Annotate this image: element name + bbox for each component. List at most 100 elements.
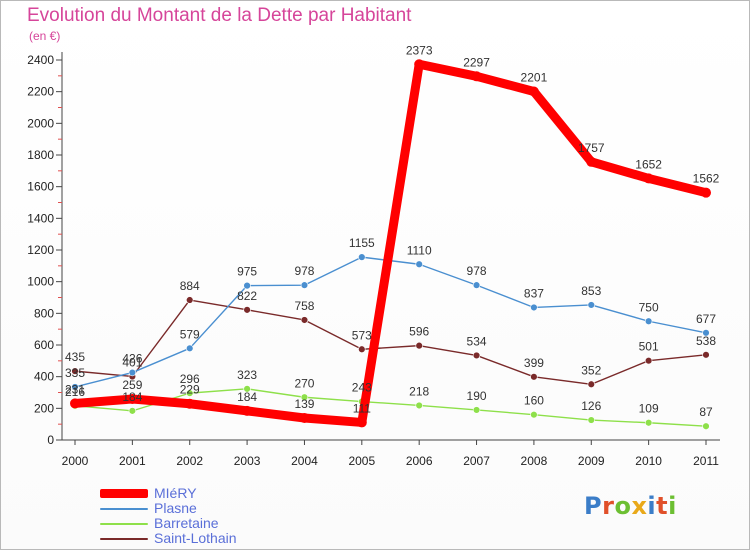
- data-point: [701, 187, 711, 198]
- data-point: [128, 368, 137, 377]
- x-tick-label: 2001: [119, 454, 146, 468]
- data-point: [186, 344, 194, 353]
- data-label: 2201: [521, 71, 548, 85]
- data-label: 243: [352, 381, 372, 395]
- y-tick-label: 2400: [27, 53, 54, 67]
- data-point: [128, 407, 137, 415]
- data-point: [702, 329, 710, 337]
- data-label: 1562: [693, 172, 720, 186]
- data-point: [472, 406, 481, 414]
- data-point: [644, 317, 653, 325]
- proxiti-logo: Proxiti: [584, 492, 677, 520]
- logo-letter: i: [647, 492, 657, 520]
- data-label: 884: [180, 279, 200, 293]
- x-tick-label: 2010: [635, 454, 662, 468]
- data-label: 1652: [635, 157, 662, 171]
- data-point: [184, 398, 195, 409]
- data-point: [530, 410, 538, 419]
- data-label: 435: [65, 350, 85, 364]
- data-point: [587, 301, 595, 309]
- data-label: 975: [237, 265, 257, 279]
- data-point: [528, 86, 539, 97]
- data-label: 323: [237, 368, 257, 382]
- series-line: [74, 388, 707, 427]
- x-tick-label: 2009: [578, 454, 605, 468]
- data-label: 111: [353, 401, 372, 415]
- chart-title: Evolution du Montant de la Dette par Hab…: [27, 5, 412, 26]
- legend-swatch: [100, 523, 148, 525]
- legend-label: Plasne: [154, 500, 197, 516]
- data-point: [471, 71, 482, 82]
- data-label: 126: [581, 399, 601, 413]
- data-point: [530, 373, 538, 381]
- data-point: [702, 351, 710, 359]
- data-point: [644, 419, 653, 427]
- legend-label: MIéRY: [154, 485, 197, 501]
- data-point: [414, 59, 425, 70]
- logo-letter: o: [614, 492, 632, 520]
- x-tick-label: 2006: [406, 454, 433, 468]
- data-label: 160: [524, 394, 544, 408]
- x-tick-label: 2007: [463, 454, 490, 468]
- x-tick-label: 2004: [291, 454, 318, 468]
- logo-letter: i: [668, 492, 677, 520]
- data-label: 184: [237, 390, 257, 404]
- data-label: 837: [524, 286, 544, 300]
- data-label: 1757: [578, 141, 605, 155]
- data-point: [300, 316, 309, 324]
- data-point: [358, 345, 366, 353]
- y-tick-label: 600: [34, 338, 54, 352]
- data-label: 216: [65, 385, 85, 399]
- legend-swatch: [100, 538, 148, 540]
- data-label: 259: [122, 378, 142, 392]
- y-tick-label: 1800: [27, 148, 54, 162]
- data-label: 335: [65, 366, 85, 380]
- data-point: [415, 260, 423, 268]
- data-label: 677: [696, 312, 716, 326]
- data-label: 2373: [406, 43, 433, 57]
- data-point: [186, 389, 194, 397]
- data-point: [587, 416, 595, 424]
- data-label: 231: [65, 382, 85, 396]
- series-line: [74, 256, 707, 388]
- data-label: 750: [639, 300, 659, 314]
- data-label: 501: [639, 340, 659, 354]
- data-point: [243, 306, 251, 314]
- data-label: 978: [294, 264, 314, 278]
- logo-letter: r: [602, 492, 615, 520]
- legend-swatch: [100, 489, 148, 498]
- data-label: 190: [467, 389, 487, 403]
- y-tick-label: 2200: [27, 85, 54, 99]
- y-tick-label: 200: [34, 401, 54, 415]
- data-label: 218: [409, 384, 429, 398]
- chart-subtitle: (en €): [29, 29, 61, 43]
- data-point: [358, 253, 366, 261]
- data-label: 538: [696, 334, 716, 348]
- data-label: 579: [180, 327, 200, 341]
- legend-label: Saint-Lothain: [154, 530, 237, 546]
- data-point: [530, 303, 538, 312]
- data-label: 401: [122, 356, 142, 370]
- data-point: [472, 351, 481, 360]
- data-label: 229: [180, 383, 200, 397]
- y-tick-label: 1600: [27, 180, 54, 194]
- data-point: [300, 281, 309, 289]
- x-tick-label: 2003: [234, 454, 261, 468]
- data-label: 184: [122, 390, 142, 404]
- x-tick-label: 2008: [521, 454, 548, 468]
- data-label: 139: [294, 397, 314, 411]
- data-point: [702, 422, 710, 430]
- legend-label: Barretaine: [154, 515, 219, 531]
- y-tick-label: 400: [34, 370, 54, 384]
- data-label: 573: [352, 328, 372, 342]
- y-tick-label: 1400: [27, 211, 54, 225]
- data-label: 2297: [463, 55, 490, 69]
- data-label: 87: [699, 405, 713, 419]
- data-label: 978: [467, 264, 487, 278]
- x-tick-label: 2002: [176, 454, 203, 468]
- data-point: [643, 173, 654, 184]
- data-label: 399: [524, 356, 544, 370]
- x-tick-label: 2000: [62, 454, 89, 468]
